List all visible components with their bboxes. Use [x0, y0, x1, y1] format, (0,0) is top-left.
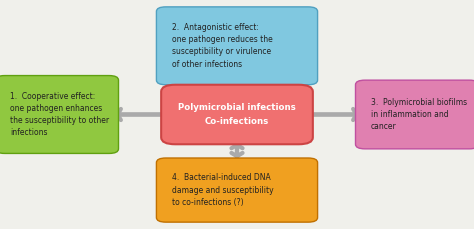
FancyArrowPatch shape	[118, 109, 175, 120]
Text: 4.  Bacterial-induced DNA
damage and susceptibility
to co-infections (?): 4. Bacterial-induced DNA damage and susc…	[172, 173, 273, 207]
FancyBboxPatch shape	[0, 76, 118, 153]
FancyBboxPatch shape	[156, 7, 318, 85]
FancyBboxPatch shape	[156, 158, 318, 222]
Text: 3.  Polymicrobial biofilms
in inflammation and
cancer: 3. Polymicrobial biofilms in inflammatio…	[371, 98, 467, 131]
Text: 1.  Cooperative effect:
one pathogen enhances
the susceptibility to other
infect: 1. Cooperative effect: one pathogen enha…	[10, 92, 109, 137]
FancyArrowPatch shape	[231, 83, 243, 87]
Text: Polymicrobial infections
Co-infections: Polymicrobial infections Co-infections	[178, 104, 296, 125]
FancyArrowPatch shape	[231, 142, 243, 156]
FancyArrowPatch shape	[115, 109, 173, 120]
FancyBboxPatch shape	[356, 80, 474, 149]
FancyArrowPatch shape	[299, 109, 356, 120]
FancyArrowPatch shape	[301, 109, 359, 120]
FancyArrowPatch shape	[231, 81, 243, 84]
Text: 2.  Antagonistic effect:
one pathogen reduces the
susceptibility or virulence
of: 2. Antagonistic effect: one pathogen red…	[172, 23, 273, 68]
FancyArrowPatch shape	[231, 145, 243, 159]
FancyBboxPatch shape	[161, 85, 313, 144]
